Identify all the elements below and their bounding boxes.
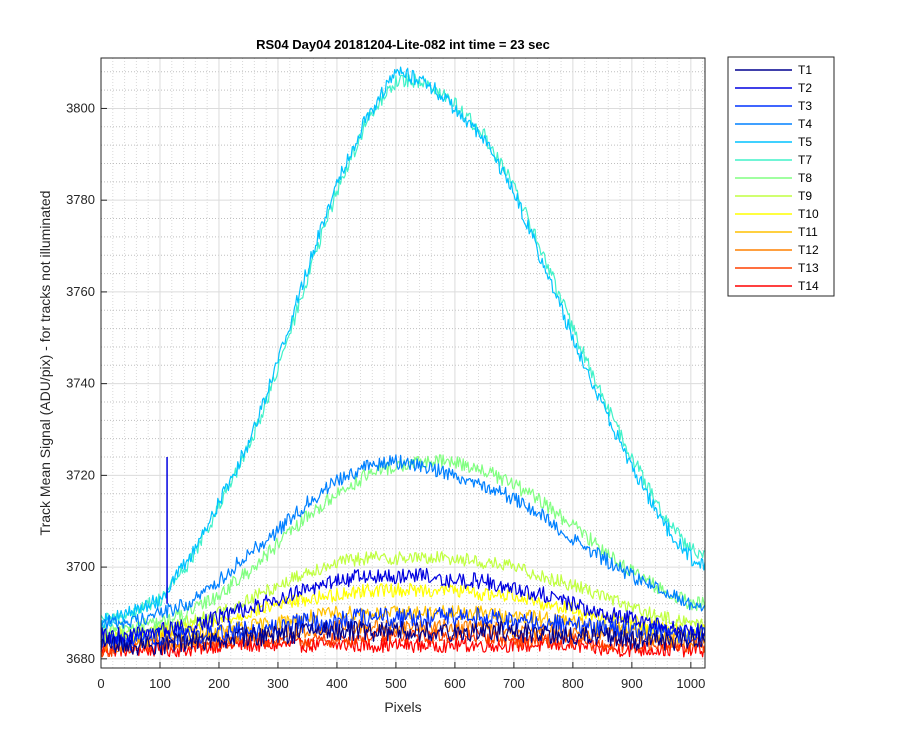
- legend-label: T11: [798, 225, 818, 239]
- legend-label: T3: [798, 99, 812, 113]
- legend-label: T7: [798, 153, 812, 167]
- x-tick-label: 0: [97, 676, 104, 691]
- legend-item-t7: T7: [735, 153, 812, 167]
- legend-item-t8: T8: [735, 171, 812, 185]
- legend-item-t4: T4: [735, 117, 812, 131]
- series-line-t4: [100, 454, 706, 630]
- legend-label: T12: [798, 243, 819, 257]
- legend-item-t5: T5: [735, 135, 812, 149]
- x-tick-label: 600: [444, 676, 466, 691]
- legend-item-t9: T9: [735, 189, 812, 203]
- legend-label: T2: [798, 81, 812, 95]
- legend-item-t1: T1: [735, 63, 812, 77]
- x-tick-label: 700: [503, 676, 525, 691]
- legend-label: T5: [798, 135, 812, 149]
- legend-label: T1: [798, 63, 812, 77]
- legend-item-t3: T3: [735, 99, 812, 113]
- legend: T1 T2 T3 T4 T5 T7 T8 T9 T10 T11 T12 T13 T14: [727, 56, 835, 297]
- x-tick-label: 900: [621, 676, 643, 691]
- series-line-t13: [100, 628, 706, 658]
- x-tick-label: 800: [562, 676, 584, 691]
- series-line-t1: [100, 620, 706, 656]
- y-axis-ticks: 3680 3700 3720 3740 3760 3780 3800: [66, 100, 107, 666]
- x-tick-label: 300: [267, 676, 289, 691]
- y-tick-label: 3740: [66, 376, 95, 391]
- y-tick-label: 3680: [66, 651, 95, 666]
- x-axis-label: Pixels: [384, 699, 421, 715]
- legend-label: T14: [798, 279, 819, 293]
- y-tick-label: 3700: [66, 559, 95, 574]
- x-tick-label: 100: [149, 676, 171, 691]
- y-tick-label: 3720: [66, 467, 95, 482]
- x-axis-ticks: 0 100 200 300 400 500 600 700 800 900 1000: [97, 662, 705, 691]
- y-tick-label: 3780: [66, 192, 95, 207]
- x-tick-label: 200: [208, 676, 230, 691]
- series-group: [100, 66, 706, 658]
- axes-box: [100, 57, 706, 669]
- series-line-t5: [100, 66, 706, 630]
- legend-label: T9: [798, 189, 812, 203]
- y-axis-label: Track Mean Signal (ADU/pix) - for tracks…: [37, 191, 53, 536]
- x-tick-label: 500: [385, 676, 407, 691]
- legend-label: T10: [798, 207, 819, 221]
- legend-item-t10: T10: [735, 207, 819, 221]
- legend-items: T1 T2 T3 T4 T5 T7 T8 T9 T10 T11 T12 T13 T14: [735, 63, 819, 293]
- series-line-t9: [100, 550, 706, 643]
- legend-label: T8: [798, 171, 812, 185]
- major-grid: [100, 58, 705, 668]
- legend-item-t13: T13: [735, 261, 819, 275]
- chart-title: RS04 Day04 20181204-Lite-082 int time = …: [256, 37, 550, 52]
- legend-box: [727, 56, 835, 297]
- y-tick-label: 3800: [66, 100, 95, 115]
- legend-item-t14: T14: [735, 279, 819, 293]
- series-line-t7: [100, 73, 706, 624]
- series-line-t2: [100, 567, 706, 645]
- legend-label: T4: [798, 117, 812, 131]
- axes-background: [101, 58, 705, 668]
- legend-item-t12: T12: [735, 243, 819, 257]
- y-tick-label: 3760: [66, 284, 95, 299]
- legend-item-t11: T11: [735, 225, 818, 239]
- plot-area: 0 100 200 300 400 500 600 700 800 900 1000 3680 370…: [66, 57, 706, 691]
- legend-label: T13: [798, 261, 819, 275]
- legend-item-t2: T2: [735, 81, 812, 95]
- x-tick-label: 1000: [676, 676, 705, 691]
- x-tick-label: 400: [326, 676, 348, 691]
